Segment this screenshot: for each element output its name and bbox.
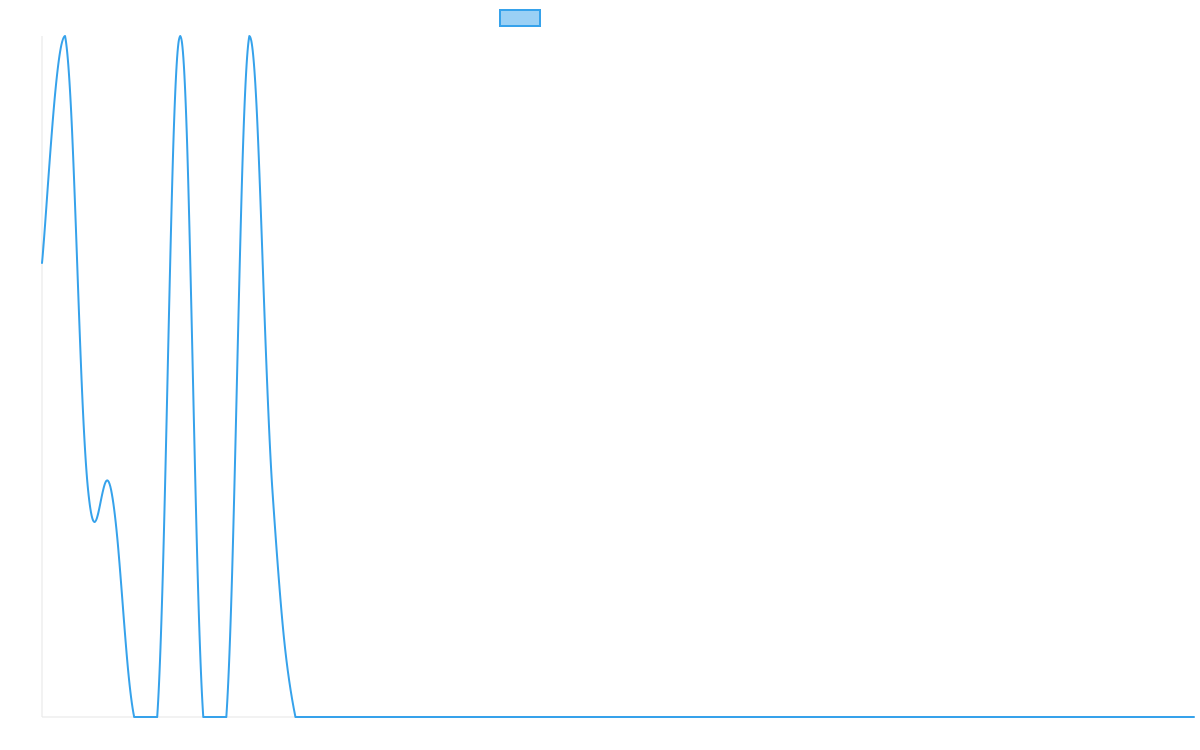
data-point-11[interactable] (292, 714, 298, 720)
data-point-13[interactable] (339, 714, 345, 720)
data-point-44[interactable] (1053, 714, 1059, 720)
data-point-46[interactable] (1099, 714, 1105, 720)
data-point-21[interactable] (523, 714, 529, 720)
data-point-28[interactable] (684, 714, 690, 720)
series-line-0 (41, 35, 1195, 719)
data-point-36[interactable] (868, 714, 874, 720)
data-point-49[interactable] (1168, 714, 1174, 720)
data-point-8[interactable] (223, 714, 229, 720)
data-point-48[interactable] (1145, 714, 1151, 720)
data-point-15[interactable] (385, 714, 391, 720)
data-point-12[interactable] (315, 714, 321, 720)
data-point-10[interactable] (269, 487, 275, 493)
legend-swatch[interactable] (499, 9, 541, 27)
data-point-25[interactable] (615, 714, 621, 720)
data-point-1[interactable] (62, 33, 68, 39)
data-point-39[interactable] (938, 714, 944, 720)
data-point-23[interactable] (569, 714, 575, 720)
data-point-41[interactable] (984, 714, 990, 720)
data-point-45[interactable] (1076, 714, 1082, 720)
data-point-19[interactable] (477, 714, 483, 720)
data-point-18[interactable] (454, 714, 460, 720)
data-point-4[interactable] (131, 714, 137, 720)
data-point-30[interactable] (730, 714, 736, 720)
data-point-37[interactable] (891, 714, 897, 720)
data-point-50[interactable] (1191, 714, 1197, 720)
data-point-43[interactable] (1030, 714, 1036, 720)
data-point-27[interactable] (661, 714, 667, 720)
data-point-47[interactable] (1122, 714, 1128, 720)
series-group (39, 33, 1197, 720)
data-point-16[interactable] (408, 714, 414, 720)
data-point-29[interactable] (707, 714, 713, 720)
data-point-20[interactable] (500, 714, 506, 720)
data-point-34[interactable] (822, 714, 828, 720)
data-point-24[interactable] (592, 714, 598, 720)
data-point-0[interactable] (39, 260, 45, 266)
data-point-38[interactable] (915, 714, 921, 720)
data-point-3[interactable] (108, 487, 114, 493)
data-point-40[interactable] (961, 714, 967, 720)
data-point-42[interactable] (1007, 714, 1013, 720)
data-point-31[interactable] (753, 714, 759, 720)
data-point-5[interactable] (154, 714, 160, 720)
data-point-6[interactable] (177, 33, 183, 39)
data-point-2[interactable] (85, 487, 91, 493)
data-point-32[interactable] (776, 714, 782, 720)
data-point-26[interactable] (638, 714, 644, 720)
data-point-9[interactable] (246, 33, 252, 39)
data-point-14[interactable] (362, 714, 368, 720)
data-point-17[interactable] (431, 714, 437, 720)
data-point-33[interactable] (799, 714, 805, 720)
legend[interactable] (499, 9, 541, 27)
data-point-22[interactable] (546, 714, 552, 720)
data-point-35[interactable] (845, 714, 851, 720)
data-point-7[interactable] (200, 714, 206, 720)
